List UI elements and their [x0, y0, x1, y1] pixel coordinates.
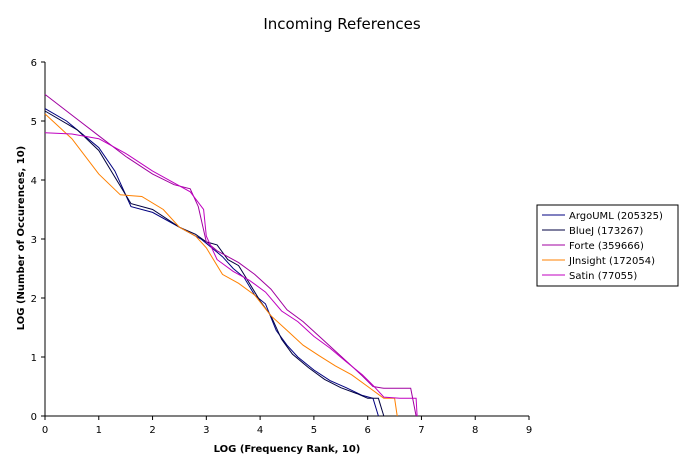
- x-tick-label: 9: [526, 425, 532, 436]
- x-tick-label: 6: [364, 425, 370, 436]
- x-tick-label: 7: [418, 425, 424, 436]
- y-tick-label: 4: [31, 176, 37, 187]
- legend-label: BlueJ (173267): [569, 226, 643, 237]
- legend-label: Forte (359666): [569, 241, 644, 252]
- x-tick-label: 8: [472, 425, 478, 436]
- y-axis-title: LOG (Number of Occurences, 10): [16, 146, 27, 330]
- legend-label: Satin (77055): [569, 271, 637, 282]
- y-tick-label: 6: [31, 58, 37, 69]
- x-tick-label: 0: [42, 425, 48, 436]
- y-tick-label: 3: [31, 235, 37, 246]
- series-line: [44, 110, 385, 417]
- series-line: [44, 108, 379, 417]
- x-tick-label: 1: [96, 425, 102, 436]
- series-line: [44, 94, 417, 417]
- x-tick-label: 4: [257, 425, 263, 436]
- plot-area: 0 1 2 3 4 5 6 7 8 9 0 1 2 3 4 5 6: [31, 58, 533, 436]
- y-tick-label: 5: [31, 117, 37, 128]
- legend-label: JInsight (172054): [568, 256, 655, 267]
- chart-title: Incoming References: [263, 15, 420, 33]
- y-tick-label: 0: [31, 412, 37, 423]
- x-tick-label: 2: [149, 425, 155, 436]
- x-tick-label: 3: [203, 425, 209, 436]
- y-tick-label: 2: [31, 294, 37, 305]
- x-tick-label: 5: [311, 425, 317, 436]
- legend-label: ArgoUML (205325): [569, 211, 663, 222]
- series-line: [44, 113, 398, 417]
- y-tick-label: 1: [31, 353, 37, 364]
- series-line: [44, 132, 418, 417]
- x-axis-title: LOG (Frequency Rank, 10): [214, 444, 361, 455]
- legend: ArgoUML (205325) BlueJ (173267) Forte (359…: [536, 204, 679, 287]
